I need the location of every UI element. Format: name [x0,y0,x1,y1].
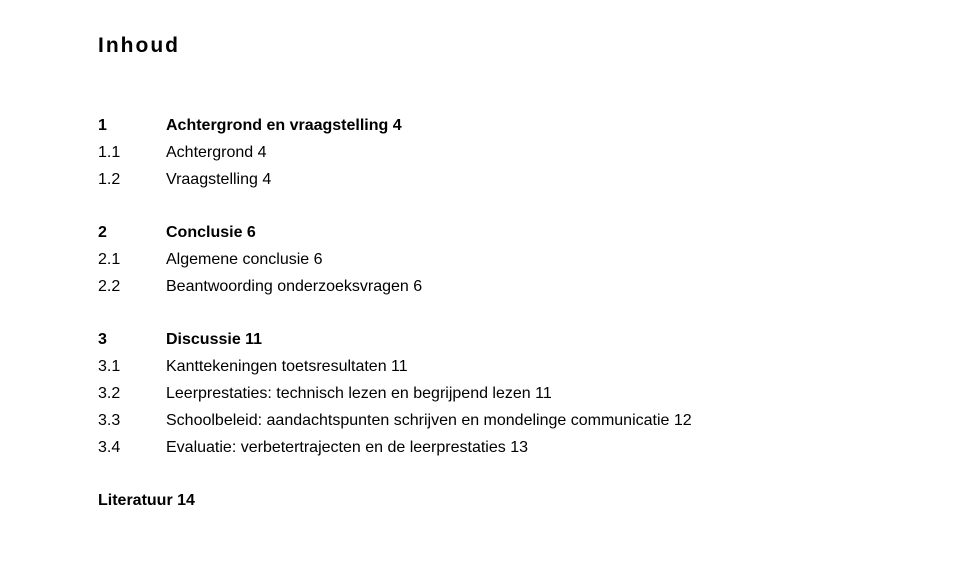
toc-num: 3 [98,326,166,353]
toc-label: Kanttekeningen toetsresultaten 11 [166,353,408,380]
toc-row-2-0: 3.1Kanttekeningen toetsresultaten 11 [98,353,960,380]
toc-row-0-0: 1.1Achtergrond 4 [98,139,960,166]
toc-num: 1 [98,112,166,139]
toc-num: 2 [98,219,166,246]
toc-label: Beantwoording onderzoeksvragen 6 [166,273,422,300]
toc-row-2-3: 3.4Evaluatie: verbetertrajecten en de le… [98,434,960,461]
toc-label: Vraagstelling 4 [166,166,271,193]
page: Inhoud 1Achtergrond en vraagstelling 41.… [0,0,960,514]
toc-row-heading-1: 2Conclusie 6 [98,219,960,246]
toc-num: 3.3 [98,407,166,434]
toc-num: 2.2 [98,273,166,300]
toc-section: 3Discussie 113.1Kanttekeningen toetsresu… [98,326,960,461]
toc-label: Achtergrond 4 [166,139,267,166]
toc-label: Conclusie 6 [166,219,256,246]
toc-row-2-1: 3.2Leerprestaties: technisch lezen en be… [98,380,960,407]
toc-row-heading-2: 3Discussie 11 [98,326,960,353]
toc-footer: Literatuur 14 [98,487,960,514]
toc-section: 1Achtergrond en vraagstelling 41.1Achter… [98,112,960,193]
toc-num: 3.2 [98,380,166,407]
toc-num: 2.1 [98,246,166,273]
toc-num: 3.1 [98,353,166,380]
toc-row-2-2: 3.3Schoolbeleid: aandachtspunten schrijv… [98,407,960,434]
toc-row-heading-0: 1Achtergrond en vraagstelling 4 [98,112,960,139]
toc-label: Discussie 11 [166,326,262,353]
toc-footer-label: Literatuur 14 [98,487,195,514]
doc-title: Inhoud [98,34,960,58]
toc: 1Achtergrond en vraagstelling 41.1Achter… [98,112,960,514]
toc-label: Leerprestaties: technisch lezen en begri… [166,380,552,407]
toc-section: 2Conclusie 62.1Algemene conclusie 62.2Be… [98,219,960,300]
toc-num: 3.4 [98,434,166,461]
toc-row-0-1: 1.2Vraagstelling 4 [98,166,960,193]
toc-num: 1.1 [98,139,166,166]
toc-label: Evaluatie: verbetertrajecten en de leerp… [166,434,528,461]
toc-row-1-1: 2.2Beantwoording onderzoeksvragen 6 [98,273,960,300]
toc-label: Achtergrond en vraagstelling 4 [166,112,402,139]
toc-label: Schoolbeleid: aandachtspunten schrijven … [166,407,692,434]
toc-row-1-0: 2.1Algemene conclusie 6 [98,246,960,273]
toc-num: 1.2 [98,166,166,193]
toc-label: Algemene conclusie 6 [166,246,323,273]
